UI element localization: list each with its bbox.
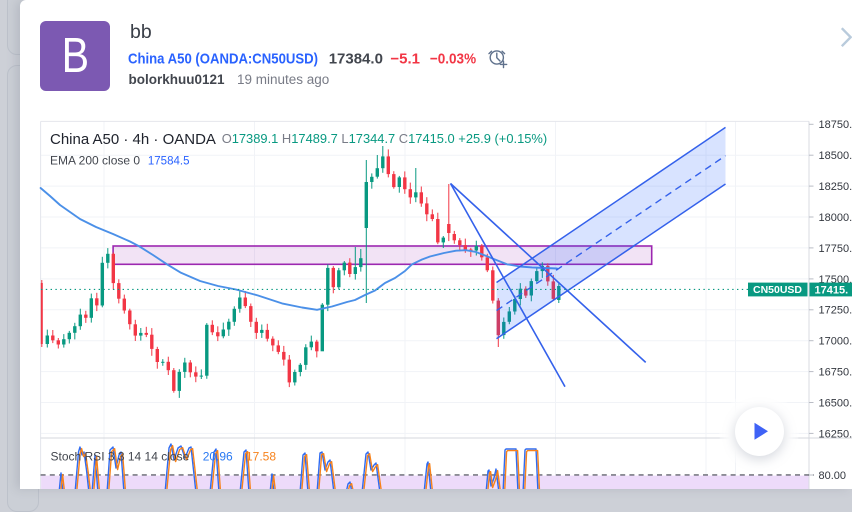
svg-text:18000.: 18000. xyxy=(819,212,852,224)
svg-text:18250.: 18250. xyxy=(819,181,852,193)
svg-text:−5.1: −5.1 xyxy=(390,51,420,68)
svg-text:CN50USD: CN50USD xyxy=(753,284,802,296)
svg-text:17415.: 17415. xyxy=(815,284,849,296)
svg-text:O17389.1 H17489.7 L17344.7 C17: O17389.1 H17489.7 L17344.7 C17415.0 +25.… xyxy=(222,131,547,146)
svg-text:20.96: 20.96 xyxy=(203,450,233,464)
svg-text:19 minutes ago: 19 minutes ago xyxy=(237,72,329,87)
svg-text:17750.: 17750. xyxy=(819,243,852,255)
svg-text:bolorkhuu0121: bolorkhuu0121 xyxy=(129,72,226,87)
svg-text:17584.5: 17584.5 xyxy=(148,155,190,167)
svg-text:Stoch RSI 3 3 14 14 close: Stoch RSI 3 3 14 14 close xyxy=(51,450,190,464)
svg-text:China A50 (OANDA:CN50USD): China A50 (OANDA:CN50USD) xyxy=(128,51,318,68)
svg-text:bb: bb xyxy=(130,21,152,43)
svg-text:80.00: 80.00 xyxy=(819,470,847,482)
svg-text:17000.: 17000. xyxy=(819,336,852,348)
svg-text:17384.0: 17384.0 xyxy=(329,51,383,68)
svg-text:China A50 · 4h · OANDA: China A50 · 4h · OANDA xyxy=(50,131,216,148)
svg-text:16250.: 16250. xyxy=(819,428,852,440)
svg-text:17250.: 17250. xyxy=(819,305,852,317)
svg-text:16750.: 16750. xyxy=(819,367,852,379)
svg-text:EMA 200 close 0: EMA 200 close 0 xyxy=(50,153,140,167)
svg-text:18500.: 18500. xyxy=(819,150,852,162)
svg-text:−0.03%: −0.03% xyxy=(430,51,476,68)
svg-text:17.58: 17.58 xyxy=(246,450,276,464)
svg-text:18750.: 18750. xyxy=(819,119,852,131)
svg-text:16500.: 16500. xyxy=(819,397,852,409)
